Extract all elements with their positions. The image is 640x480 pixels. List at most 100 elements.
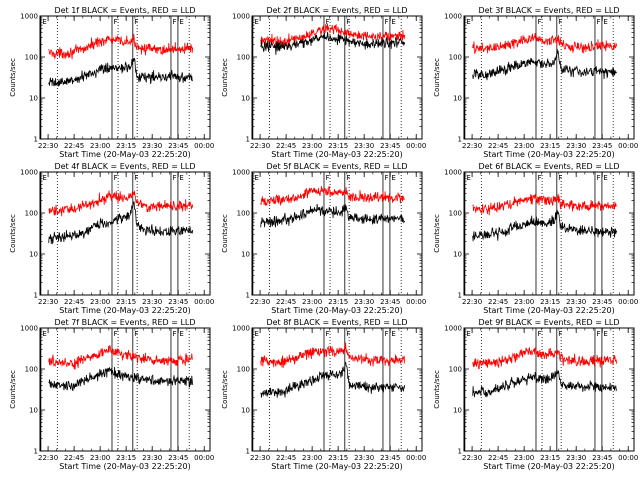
lld-trace	[260, 185, 406, 206]
panel-title: Det 3f BLACK = Events, RED = LLD	[478, 6, 619, 15]
panel-det-7: Det 7f BLACK = Events, RED = LLD 1 10 100 10…	[9, 318, 214, 471]
x-tick-label: 22:45	[64, 298, 84, 306]
y-tick-label: 10	[241, 95, 250, 103]
y-tick-label: 10	[453, 95, 462, 103]
x-tick-label: 22:30	[462, 454, 482, 462]
x-tick-label: 23:30	[354, 454, 374, 462]
x-tick-label: 23:00	[302, 454, 322, 462]
y-axis-label: Counts/sec	[221, 58, 229, 97]
plot-frame	[39, 327, 211, 452]
plot-frame	[39, 15, 211, 140]
y-tick-label: 100	[449, 210, 462, 218]
flag-label: E	[254, 330, 258, 338]
x-tick-label: 23:45	[592, 142, 612, 150]
y-axis-label: Counts/sec	[221, 214, 229, 253]
x-tick-label: 22:30	[38, 454, 58, 462]
flag-label: E	[466, 174, 470, 182]
y-axis-label: Counts/sec	[221, 370, 229, 409]
x-tick-label: 22:45	[488, 142, 508, 150]
y-tick-label: 1000	[20, 169, 38, 177]
y-tick-label: 100	[449, 366, 462, 374]
x-tick-label: 00:00	[618, 454, 638, 462]
y-tick-label: 1000	[444, 169, 462, 177]
plot-frame	[251, 171, 423, 296]
x-tick-label: 22:45	[64, 454, 84, 462]
flag-label: F	[596, 174, 600, 182]
y-tick-label: 10	[241, 407, 250, 415]
y-tick-label: 1	[458, 292, 462, 300]
x-tick-label: 23:45	[380, 298, 400, 306]
x-tick-label: 23:15	[116, 142, 136, 150]
y-axis-label: Counts/sec	[433, 58, 441, 97]
lld-trace	[472, 346, 618, 370]
flag-label: F	[134, 174, 138, 182]
x-tick-label: 23:15	[328, 454, 348, 462]
x-tick-label: 00:00	[406, 142, 426, 150]
panel-title: Det 9f BLACK = Events, RED = LLD	[478, 318, 619, 327]
x-tick-label: 00:00	[618, 142, 638, 150]
y-tick-label: 100	[449, 54, 462, 62]
flag-label: F	[172, 174, 176, 182]
flag-label: F	[346, 330, 350, 338]
x-tick-label: 23:15	[540, 454, 560, 462]
panel-title: Det 6f BLACK = Events, RED = LLD	[478, 162, 619, 171]
events-trace	[260, 203, 406, 228]
y-tick-label: 100	[237, 54, 250, 62]
y-tick-label: 1	[458, 448, 462, 456]
lld-trace	[472, 33, 618, 55]
y-tick-label: 1	[246, 136, 250, 144]
panel-title: Det 4f BLACK = Events, RED = LLD	[54, 162, 195, 171]
flag-label: E	[179, 18, 183, 26]
x-tick-label: 23:00	[90, 142, 110, 150]
lld-trace	[48, 33, 194, 60]
flag-label: F	[325, 330, 329, 338]
y-axis-label: Counts/sec	[433, 214, 441, 253]
x-tick-label: 23:45	[168, 454, 188, 462]
flag-label: E	[603, 174, 607, 182]
x-tick-label: 22:45	[488, 298, 508, 306]
flag-label: F	[384, 18, 388, 26]
x-tick-label: 22:30	[250, 142, 270, 150]
plot-frame	[251, 327, 423, 452]
x-tick-label: 22:45	[488, 454, 508, 462]
y-tick-label: 1	[34, 448, 38, 456]
flag-label: F	[537, 330, 541, 338]
x-tick-label: 23:15	[540, 298, 560, 306]
plot-frame	[463, 171, 635, 296]
lld-trace	[260, 23, 406, 48]
x-tick-label: 23:15	[116, 298, 136, 306]
x-tick-label: 23:15	[328, 298, 348, 306]
plot-frame	[463, 327, 635, 452]
x-tick-label: 00:00	[406, 454, 426, 462]
lld-trace	[48, 190, 194, 217]
x-axis-label: Start Time (20-May-03 22:25:20)	[59, 306, 190, 315]
x-tick-label: 22:30	[462, 142, 482, 150]
x-tick-label: 23:00	[302, 142, 322, 150]
y-tick-label: 1	[34, 136, 38, 144]
y-tick-label: 100	[25, 210, 38, 218]
flag-label: E	[254, 174, 258, 182]
y-tick-label: 1000	[20, 13, 38, 21]
x-axis-label: Start Time (20-May-03 22:25:20)	[483, 462, 614, 471]
events-trace	[472, 48, 618, 81]
x-tick-label: 23:45	[592, 298, 612, 306]
panel-det-1: Det 1f BLACK = Events, RED = LLD 1 10 100 10…	[9, 6, 214, 159]
panel-det-6: Det 6f BLACK = Events, RED = LLD 1 10 100 10…	[433, 162, 638, 315]
x-tick-label: 23:30	[142, 298, 162, 306]
x-tick-label: 23:15	[116, 454, 136, 462]
flag-label: F	[558, 174, 562, 182]
flag-label: E	[603, 18, 607, 26]
x-axis-label: Start Time (20-May-03 22:25:20)	[271, 462, 402, 471]
y-axis-label: Counts/sec	[9, 370, 17, 409]
y-tick-label: 10	[453, 251, 462, 259]
y-tick-label: 1000	[232, 169, 250, 177]
x-axis-label: Start Time (20-May-03 22:25:20)	[483, 150, 614, 159]
y-tick-label: 100	[25, 54, 38, 62]
panel-det-2: Det 2f BLACK = Events, RED = LLD 1 10 100 10…	[221, 6, 426, 159]
flag-label: F	[558, 18, 562, 26]
x-axis-label: Start Time (20-May-03 22:25:20)	[59, 462, 190, 471]
y-tick-label: 10	[453, 407, 462, 415]
y-tick-label: 1	[246, 448, 250, 456]
panel-title: Det 5f BLACK = Events, RED = LLD	[266, 162, 407, 171]
x-tick-label: 00:00	[194, 298, 214, 306]
